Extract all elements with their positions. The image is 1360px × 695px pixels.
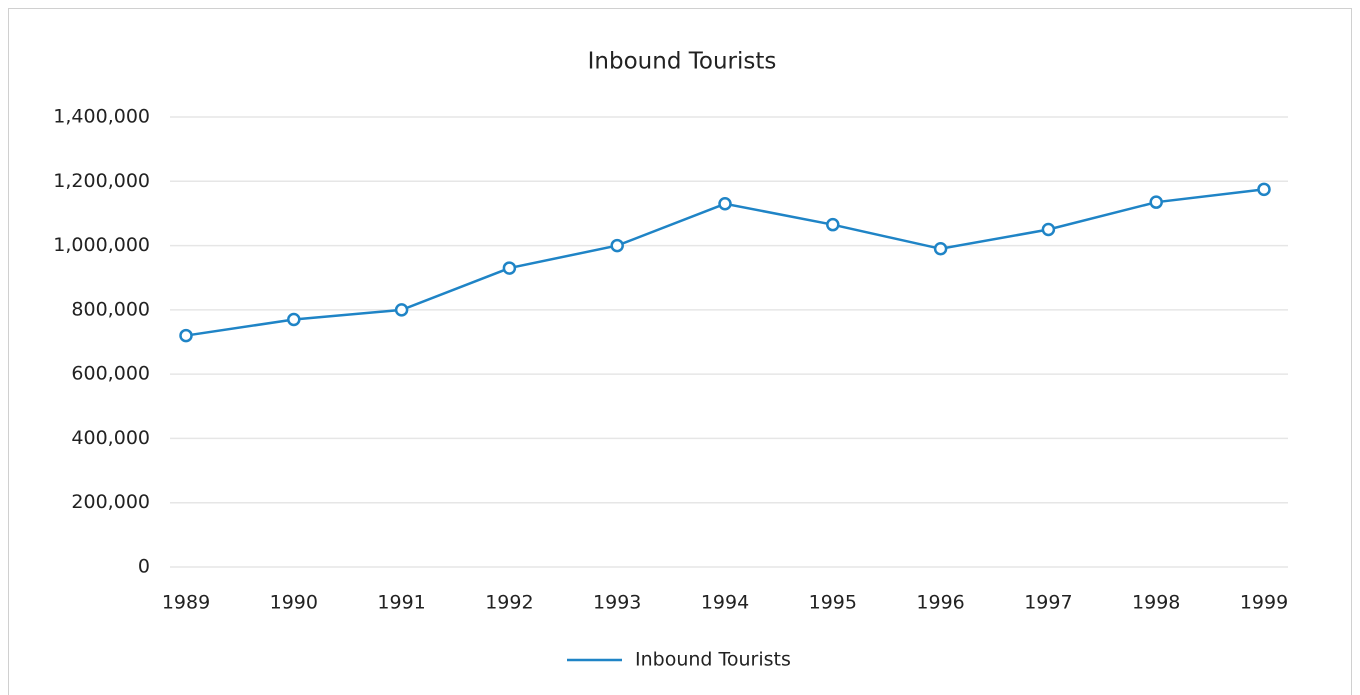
data-point [826,217,840,232]
y-tick-label: 800,000 [71,298,150,320]
data-point [933,242,948,256]
y-tick-label: 1,400,000 [53,106,150,128]
x-tick-label: 1997 [1024,592,1072,614]
data-point [394,303,409,317]
x-tick-label: 1995 [809,592,857,614]
x-tick-label: 1999 [1240,592,1288,614]
data-point [1149,195,1163,209]
y-tick-label: 600,000 [71,363,150,385]
y-tick-label: 200,000 [71,491,150,513]
x-tick-label: 1998 [1132,592,1180,614]
x-tick-label: 1993 [593,592,641,614]
x-tick-label: 1991 [377,592,425,614]
y-tick-label: 400,000 [71,427,150,449]
chart-title: Inbound Tourists [588,49,777,75]
x-tick-label: 1989 [162,592,210,614]
data-point [1257,182,1271,197]
y-tick-label: 1,200,000 [53,170,150,192]
x-tick-label: 1996 [916,592,964,614]
data-point [718,197,732,211]
data-point [1041,222,1056,237]
x-tick-label: 1990 [270,592,318,614]
data-point [179,328,193,343]
data-point [287,312,301,327]
x-tick-label: 1992 [485,592,533,614]
chart-frame [8,8,1352,695]
data-point [502,261,517,275]
data-point [610,238,624,253]
x-tick-label: 1994 [701,592,749,614]
y-tick-label: 1,000,000 [53,234,150,256]
legend-label: Inbound Tourists [635,649,791,671]
y-tick-label: 0 [138,556,150,578]
